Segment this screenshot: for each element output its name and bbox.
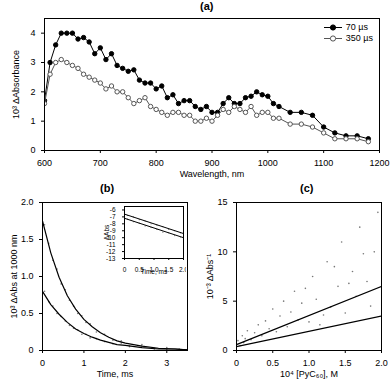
svg-text:1: 1 — [81, 358, 86, 368]
svg-text:10³ ΔAbsorbance: 10³ ΔAbsorbance — [11, 50, 21, 119]
svg-text:0: 0 — [30, 145, 35, 155]
svg-text:2.0: 2.0 — [179, 266, 186, 273]
svg-text:1: 1 — [30, 116, 35, 126]
svg-text:1200: 1200 — [369, 158, 389, 168]
svg-text:3: 3 — [30, 57, 35, 67]
svg-text:0: 0 — [222, 345, 227, 355]
svg-text:1.5: 1.5 — [164, 266, 174, 274]
svg-text:3: 3 — [164, 358, 169, 368]
svg-text:700: 700 — [93, 158, 108, 168]
svg-text:2: 2 — [30, 87, 35, 97]
svg-text:-8: -8 — [109, 219, 116, 227]
svg-text:-6: -6 — [109, 206, 116, 213]
svg-text:0: 0 — [28, 345, 33, 355]
svg-text:1000: 1000 — [258, 158, 278, 168]
html-text:(b): (b) — [100, 182, 114, 194]
svg-text:1.5: 1.5 — [21, 234, 34, 244]
svg-text:0.5: 0.5 — [266, 358, 279, 368]
html-text:(a): (a) — [200, 0, 214, 12]
svg-text:Wavelength, nm: Wavelength, nm — [180, 169, 245, 179]
svg-text:2: 2 — [123, 358, 128, 368]
svg-text:-7: -7 — [109, 213, 116, 220]
svg-text:1.0: 1.0 — [21, 271, 34, 281]
svg-text:-9: -9 — [109, 226, 116, 234]
svg-text:0: 0 — [40, 358, 45, 368]
svg-text:0: 0 — [123, 266, 127, 273]
svg-text:Time, ms: Time, ms — [97, 369, 134, 379]
svg-text:-13: -13 — [106, 255, 116, 262]
svg-text:2.0: 2.0 — [375, 358, 388, 368]
svg-text:0.5: 0.5 — [134, 266, 144, 274]
svg-text:5: 5 — [222, 296, 227, 306]
svg-text:0.5: 0.5 — [21, 308, 34, 318]
html-text:350 µs: 350 µs — [345, 33, 373, 43]
svg-text:10⁻³ ΔAbs⁻¹: 10⁻³ ΔAbs⁻¹ — [205, 254, 215, 300]
svg-text:0: 0 — [234, 358, 239, 368]
svg-text:800: 800 — [149, 158, 164, 168]
svg-text:-11: -11 — [106, 240, 116, 248]
svg-text:10⁴ [PyC₆₀], M: 10⁴ [PyC₆₀], M — [280, 369, 338, 379]
html-text:(c): (c) — [300, 182, 314, 194]
svg-text:4: 4 — [30, 28, 35, 38]
svg-text:10: 10 — [217, 247, 227, 257]
svg-text:Time, ms: Time, ms — [141, 268, 168, 275]
svg-text:600: 600 — [37, 158, 52, 168]
svg-text:10³ ΔAbs at 1000 nm: 10³ ΔAbs at 1000 nm — [9, 234, 19, 318]
svg-text:1.5: 1.5 — [339, 358, 352, 368]
svg-text:15: 15 — [217, 198, 227, 207]
svg-text:1100: 1100 — [314, 158, 333, 168]
svg-text:900: 900 — [204, 158, 219, 168]
svg-text:-12: -12 — [106, 247, 116, 255]
svg-text:1.0: 1.0 — [303, 358, 316, 368]
svg-text:ΔAbs: ΔAbs — [103, 224, 110, 240]
svg-text:2.0: 2.0 — [21, 198, 34, 207]
html-text:70 µs: 70 µs — [345, 22, 368, 32]
